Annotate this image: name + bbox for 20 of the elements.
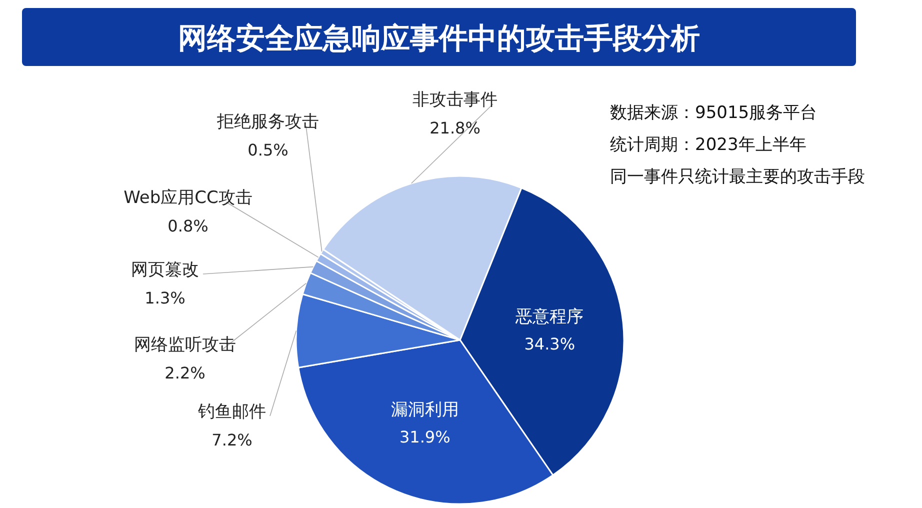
- source-note: 数据来源：95015服务平台: [610, 103, 818, 123]
- text: 同一事件只统计最主要的攻击手段: [610, 167, 865, 187]
- slice-label: 钓鱼邮件: [197, 402, 266, 422]
- slice-label: 漏洞利用: [390, 400, 459, 420]
- slice-label: 拒绝服务攻击: [216, 112, 319, 132]
- slice-label: 网页篡改: [131, 260, 199, 280]
- data-label: 0.8%: [168, 216, 208, 236]
- data-label: 1.3%: [144, 288, 186, 308]
- chart-title: 网络安全应急响应事件中的攻击手段分析: [178, 21, 700, 55]
- data-label: 2.2%: [164, 364, 206, 382]
- slice-label: Web应用CC攻击: [124, 188, 252, 208]
- text: 统计周期：2023年上半年: [610, 135, 806, 155]
- slice-label: 非攻击事件: [412, 90, 498, 110]
- data-label: 34.3%: [524, 334, 576, 354]
- slice-label: 网络监听攻击: [134, 335, 236, 355]
- data-label: 31.9%: [399, 428, 450, 447]
- data-label: 21.8%: [430, 118, 480, 138]
- data-label: 7.2%: [212, 430, 252, 450]
- slice-label: 恶意程序: [514, 307, 584, 328]
- data-label: 0.5%: [248, 140, 288, 160]
